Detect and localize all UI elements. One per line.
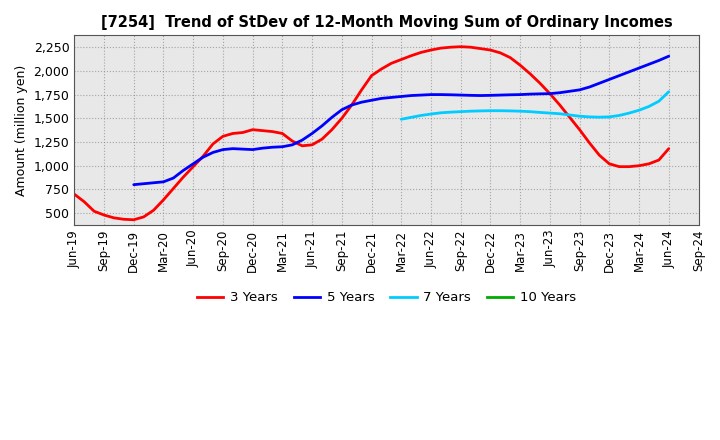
3 Years — [605, 161, 613, 166]
Line: 3 Years: 3 Years — [74, 47, 669, 220]
7 Years — [516, 109, 524, 114]
5 Years — [605, 77, 613, 82]
7 Years — [625, 110, 634, 116]
7 Years — [595, 114, 604, 120]
7 Years — [407, 115, 415, 120]
3 Years — [665, 146, 673, 151]
7 Years — [555, 111, 564, 117]
7 Years — [436, 110, 445, 115]
3 Years — [397, 57, 405, 62]
3 Years — [456, 44, 465, 49]
5 Years — [654, 58, 663, 63]
Legend: 3 Years, 5 Years, 7 Years, 10 Years: 3 Years, 5 Years, 7 Years, 10 Years — [192, 286, 581, 309]
7 Years — [605, 114, 613, 120]
7 Years — [615, 113, 624, 118]
7 Years — [446, 110, 455, 115]
7 Years — [496, 108, 505, 114]
7 Years — [476, 108, 485, 114]
5 Years — [258, 146, 267, 151]
7 Years — [665, 89, 673, 95]
7 Years — [397, 117, 405, 122]
7 Years — [526, 109, 534, 114]
7 Years — [456, 109, 465, 114]
7 Years — [427, 111, 436, 117]
7 Years — [467, 109, 475, 114]
7 Years — [575, 114, 584, 119]
5 Years — [189, 161, 197, 166]
7 Years — [536, 110, 544, 115]
5 Years — [130, 182, 138, 187]
3 Years — [436, 45, 445, 51]
7 Years — [654, 99, 663, 104]
3 Years — [130, 217, 138, 222]
7 Years — [644, 104, 653, 109]
Line: 7 Years: 7 Years — [401, 92, 669, 119]
7 Years — [635, 108, 644, 113]
7 Years — [417, 113, 426, 118]
7 Years — [486, 108, 495, 114]
7 Years — [546, 110, 554, 116]
3 Years — [199, 154, 207, 159]
Y-axis label: Amount (million yen): Amount (million yen) — [15, 65, 28, 196]
7 Years — [585, 114, 594, 120]
7 Years — [506, 108, 515, 114]
5 Years — [328, 115, 336, 120]
3 Years — [70, 191, 78, 197]
Title: [7254]  Trend of StDev of 12-Month Moving Sum of Ordinary Incomes: [7254] Trend of StDev of 12-Month Moving… — [101, 15, 672, 30]
3 Years — [219, 134, 228, 139]
5 Years — [228, 146, 237, 151]
Line: 5 Years: 5 Years — [134, 56, 669, 185]
5 Years — [665, 54, 673, 59]
3 Years — [288, 139, 297, 144]
7 Years — [565, 112, 574, 117]
